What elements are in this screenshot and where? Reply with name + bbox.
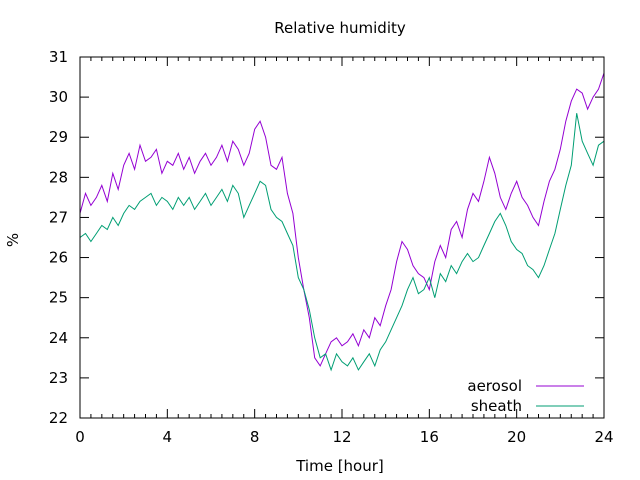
legend-label-sheath: sheath — [471, 397, 522, 415]
series-layer — [79, 72, 605, 372]
x-tick-label: 8 — [250, 428, 260, 446]
y-tick-label: 23 — [49, 369, 68, 387]
legend: aerosol sheath — [467, 377, 584, 415]
y-tick-label: 26 — [49, 249, 68, 267]
y-tick-label: 27 — [49, 208, 68, 226]
x-tick-label: 0 — [75, 428, 85, 446]
y-tick-label: 31 — [49, 48, 68, 66]
y-axis-label: % — [4, 233, 22, 247]
axes-layer: 0 4 8 12 16 20 24 22 23 24 25 26 27 28 29 30 31 — [49, 48, 614, 446]
y-tick-label: 29 — [49, 128, 68, 146]
legend-label-aerosol: aerosol — [467, 377, 522, 395]
y-tick-label: 24 — [49, 329, 68, 347]
x-tick-label: 24 — [594, 428, 613, 446]
x-tick-label: 4 — [163, 428, 173, 446]
y-tick-label: 25 — [49, 289, 68, 307]
y-tick-label: 28 — [49, 168, 68, 186]
x-axis-label: Time [hour] — [295, 457, 384, 475]
plot-frame — [79, 56, 605, 419]
y-tick-label: 30 — [49, 88, 68, 106]
chart-title: Relative humidity — [274, 19, 406, 37]
x-tick-label: 12 — [332, 428, 351, 446]
series-line-aerosol — [79, 72, 605, 367]
x-tick-label: 16 — [420, 428, 439, 446]
y-tick-label: 22 — [49, 409, 68, 427]
series-line-sheath — [79, 113, 605, 372]
x-tick-label: 20 — [507, 428, 526, 446]
